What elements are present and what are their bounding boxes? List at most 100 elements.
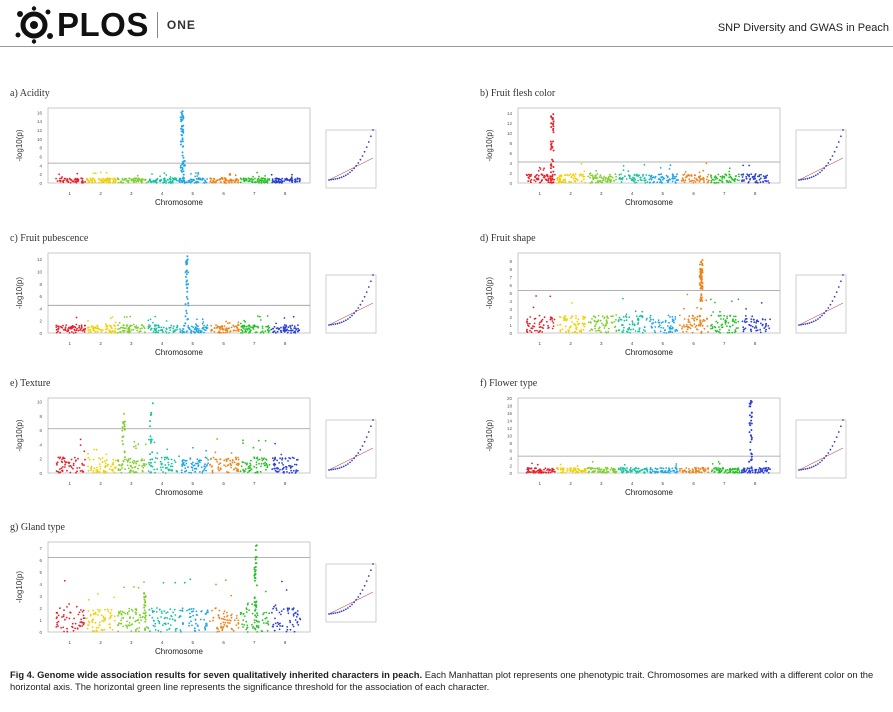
chromosome-tick-label: 3 xyxy=(130,191,133,196)
snp-point xyxy=(167,181,170,184)
y-tick-label: 12 xyxy=(507,121,513,126)
snp-point xyxy=(222,612,225,615)
snp-point xyxy=(735,321,737,324)
snp-peak-point xyxy=(549,178,552,181)
snp-point xyxy=(139,330,142,332)
qq-point xyxy=(810,321,813,324)
qq-point xyxy=(806,177,809,180)
snp-point xyxy=(737,320,740,323)
snp-point xyxy=(219,178,221,181)
snp-point xyxy=(152,321,154,324)
snp-point xyxy=(190,608,193,610)
qq-point xyxy=(361,445,364,447)
snp-point xyxy=(717,467,720,469)
chromosome-tick-label: 8 xyxy=(284,341,287,346)
snp-point xyxy=(135,471,138,473)
snp-point xyxy=(566,470,568,472)
snp-peak-point xyxy=(184,315,187,318)
snp-point xyxy=(154,331,157,334)
qq-point xyxy=(351,314,353,317)
snp-point xyxy=(706,318,708,320)
snp-point xyxy=(81,181,83,184)
snp-point xyxy=(622,169,625,171)
snp-point xyxy=(638,470,641,472)
snp-point xyxy=(216,179,219,182)
snp-point xyxy=(140,619,143,621)
snp-point xyxy=(75,459,77,462)
snp-point xyxy=(212,619,214,622)
snp-point xyxy=(284,178,286,180)
snp-peak-point xyxy=(701,262,704,265)
snp-point xyxy=(699,178,702,180)
snp-point xyxy=(194,331,197,334)
snp-point xyxy=(748,467,750,470)
snp-point xyxy=(181,622,184,624)
snp-point xyxy=(261,327,264,329)
snp-point xyxy=(734,178,736,181)
snp-point xyxy=(296,621,299,624)
snp-point xyxy=(221,327,224,329)
snp-point xyxy=(154,325,157,328)
snp-point xyxy=(591,176,594,178)
snp-peak-point xyxy=(750,411,753,414)
qq-expected-line xyxy=(328,157,374,181)
snp-point xyxy=(179,615,181,618)
snp-point xyxy=(757,320,760,323)
y-tick-label: 14 xyxy=(37,119,43,124)
snp-point xyxy=(176,328,179,331)
snp-point xyxy=(230,181,233,184)
snp-point xyxy=(227,471,230,474)
qq-point xyxy=(363,150,366,153)
snp-point xyxy=(248,609,251,611)
qq-point xyxy=(821,169,823,172)
qq-point xyxy=(355,598,358,601)
snp-point xyxy=(172,325,175,328)
snp-point xyxy=(558,176,560,179)
snp-peak-point xyxy=(150,411,153,414)
snp-point xyxy=(698,171,701,174)
snp-point xyxy=(622,316,625,318)
snp-point xyxy=(296,178,299,180)
snp-point xyxy=(89,177,92,180)
snp-point xyxy=(234,178,237,181)
brand-divider xyxy=(156,12,158,38)
snp-point xyxy=(113,471,116,474)
qq-point xyxy=(359,158,362,161)
snp-point xyxy=(184,467,187,469)
snp-point xyxy=(280,453,283,456)
snp-point xyxy=(751,325,754,328)
snp-point xyxy=(98,181,101,184)
snp-point xyxy=(97,614,99,616)
snp-point xyxy=(167,458,170,461)
snp-point xyxy=(141,459,144,462)
panel-label-e: e) Texture xyxy=(10,378,51,389)
snp-point xyxy=(530,467,532,470)
snp-point xyxy=(183,581,186,584)
qq-points xyxy=(328,129,374,181)
snp-point xyxy=(87,610,90,612)
qq-point xyxy=(367,286,370,288)
snp-point xyxy=(762,471,765,474)
y-tick-label: 6 xyxy=(509,151,512,156)
snp-point xyxy=(679,470,681,472)
snp-point xyxy=(260,462,263,465)
snp-point xyxy=(140,178,143,181)
snp-point xyxy=(683,470,686,472)
snp-point xyxy=(223,180,226,183)
snp-point xyxy=(679,324,681,326)
snp-point xyxy=(573,466,575,469)
snp-point xyxy=(629,177,631,180)
snp-point xyxy=(136,619,139,622)
snp-point xyxy=(641,310,644,313)
snp-point xyxy=(223,623,226,626)
snp-point xyxy=(620,173,622,175)
snp-point xyxy=(97,593,99,595)
snp-point xyxy=(189,457,192,459)
snp-point xyxy=(183,464,186,467)
snp-point xyxy=(649,467,652,469)
snp-peak-point xyxy=(256,612,259,615)
qq-point xyxy=(802,323,805,326)
snp-point xyxy=(229,463,232,466)
snp-point xyxy=(299,617,301,620)
